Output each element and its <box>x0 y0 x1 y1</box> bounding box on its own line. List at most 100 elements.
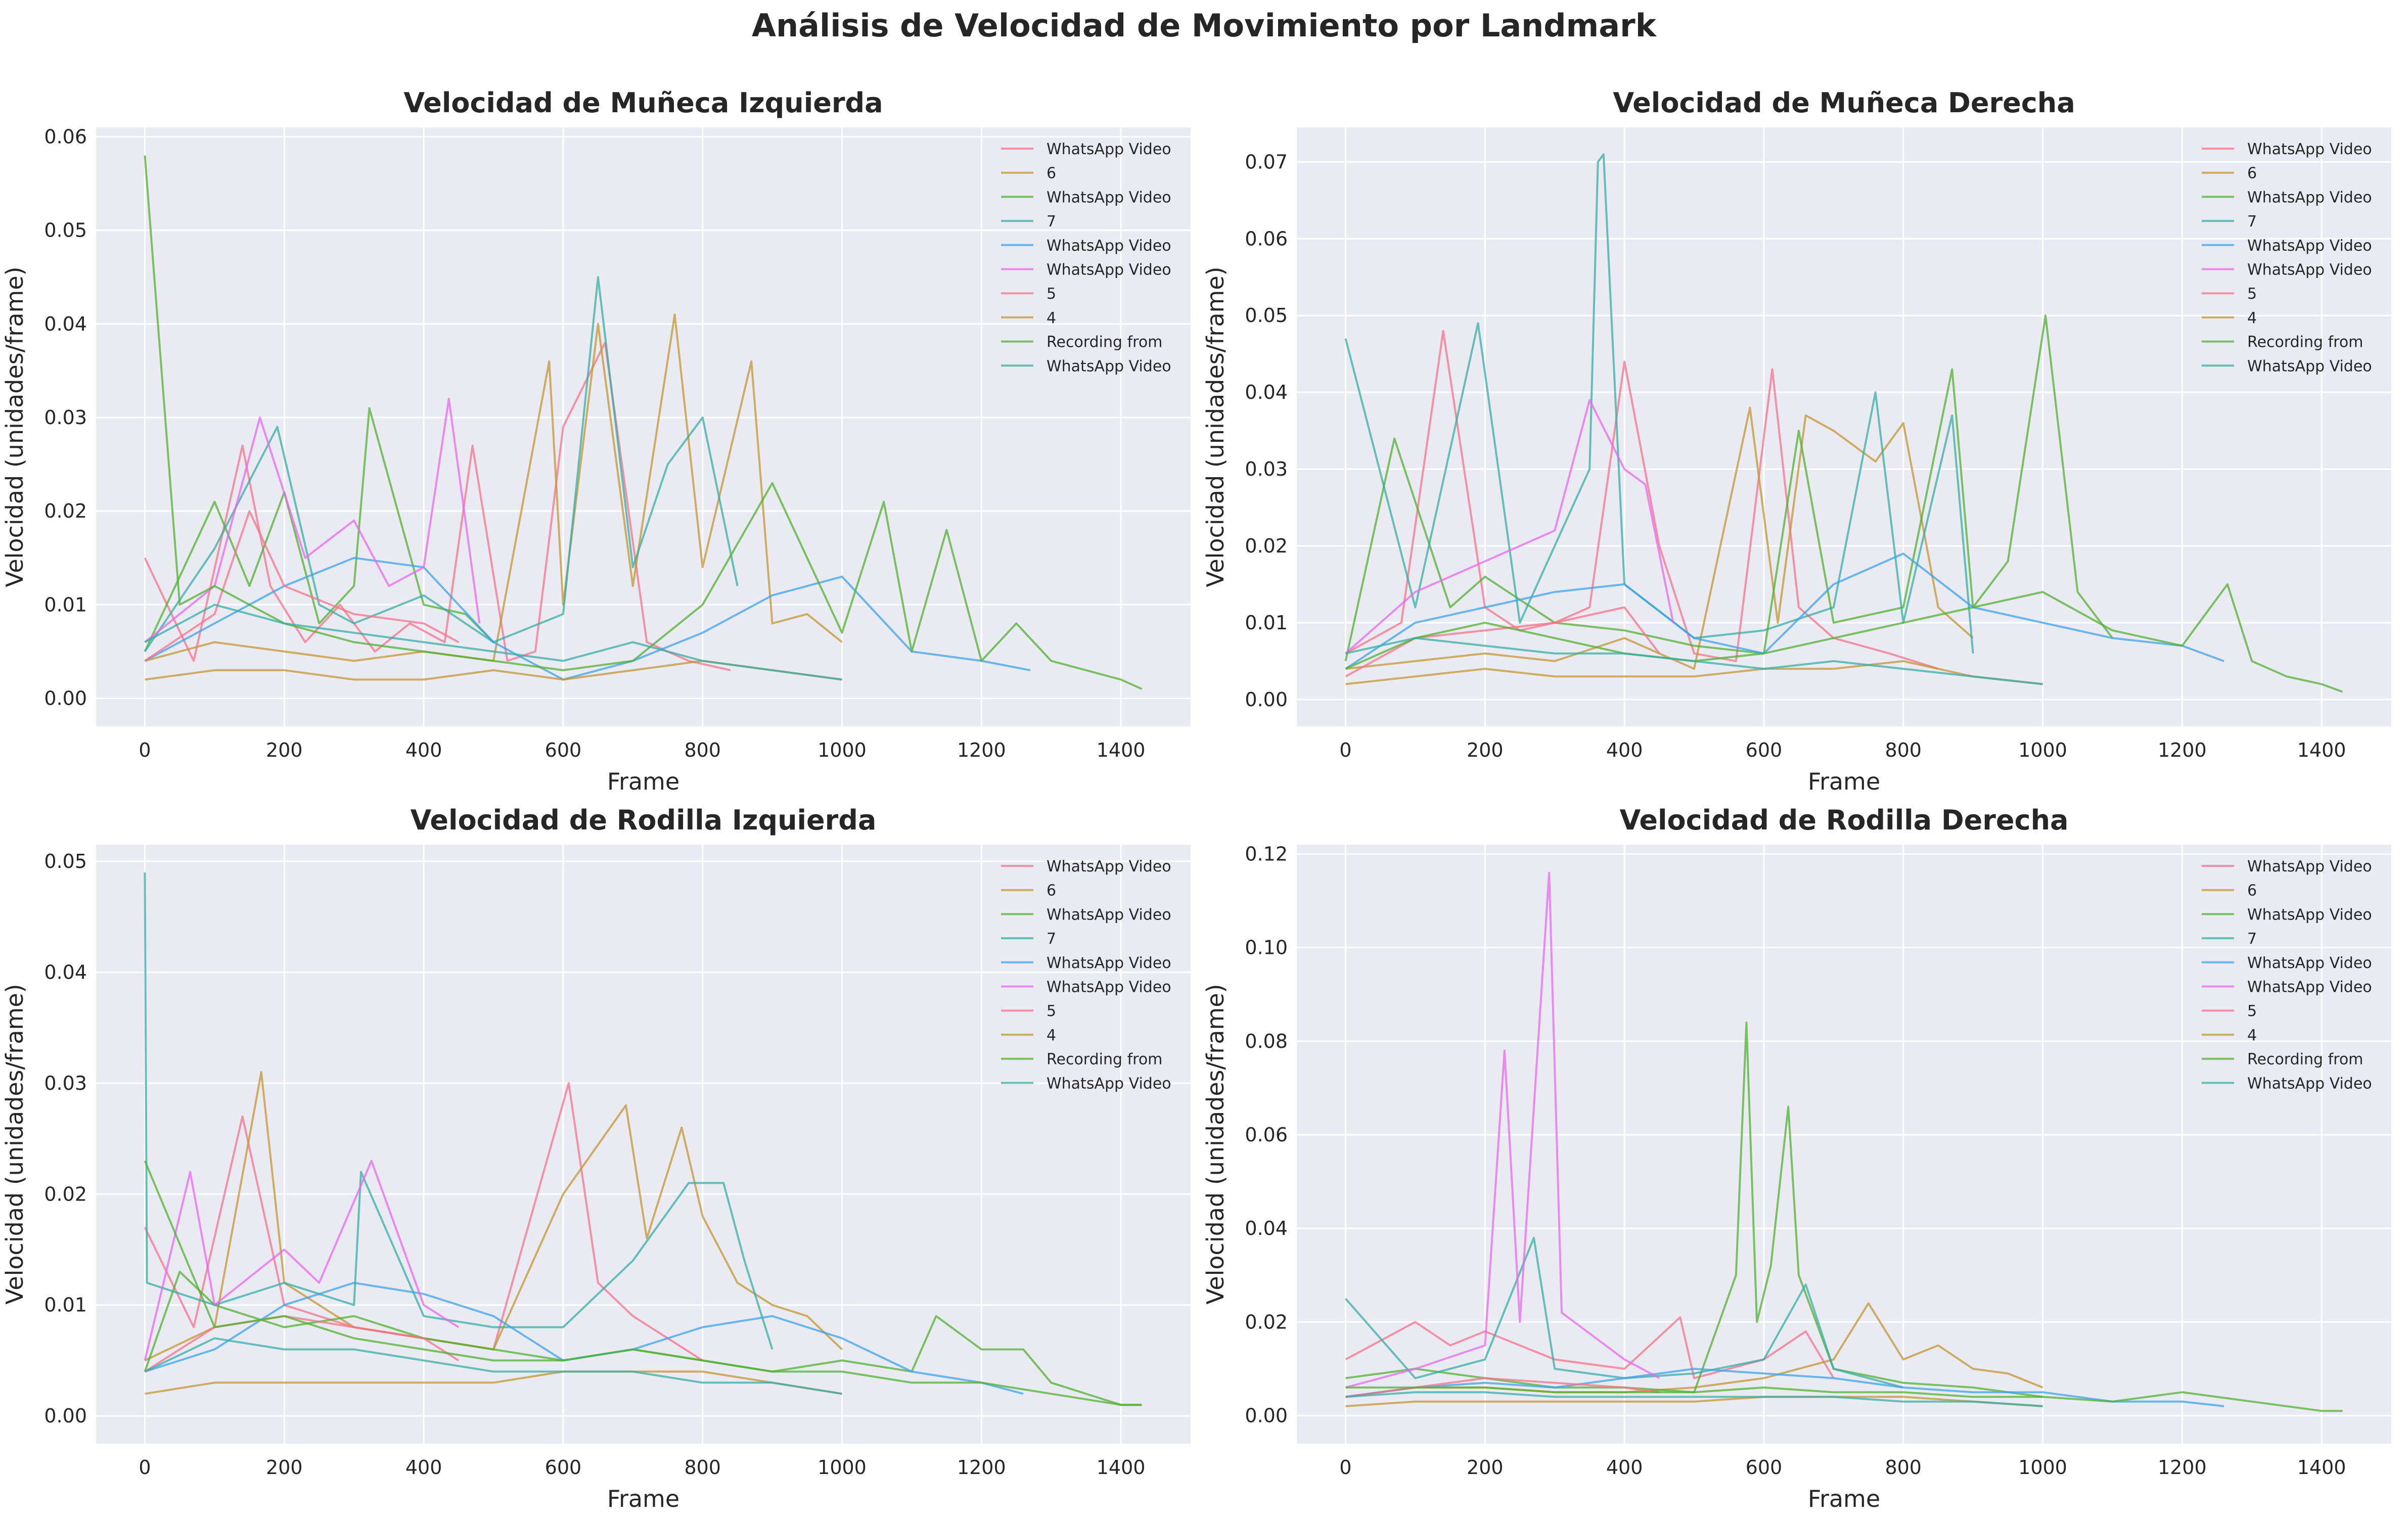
x-tick-label: 1000 <box>817 1456 867 1479</box>
y-tick-label: 0.02 <box>44 1183 87 1205</box>
y-tick-label: 0.10 <box>1245 937 1288 959</box>
x-tick-label: 600 <box>1746 739 1783 761</box>
legend-entry: 7 <box>2247 213 2257 231</box>
series-line-2 <box>144 313 843 662</box>
series-line-4 <box>144 872 774 1350</box>
y-tick-label: 0.03 <box>44 406 87 429</box>
y-axis-label: Velocidad (unidades/frame) <box>1202 984 1229 1304</box>
legend-entry: 5 <box>1047 1002 1056 1020</box>
chart-panel-2: 0 200 400 600 800 1000 1200 1400 0.00 0.01 0.02 0.0… <box>1202 87 2391 795</box>
series-line-5 <box>144 557 1031 681</box>
series-line-9 <box>1345 583 2343 693</box>
series-line-8 <box>1345 1396 2043 1407</box>
x-tick-label: 200 <box>266 1456 303 1479</box>
series-line-1 <box>1345 1316 1835 1379</box>
y-tick-label: 0.03 <box>1245 458 1288 480</box>
x-tick-label: 0 <box>139 1456 151 1479</box>
x-tick-label: 1200 <box>957 739 1006 761</box>
series-line-6 <box>1345 399 1674 655</box>
legend-entry: WhatsApp Video <box>1047 237 1171 255</box>
legend-entry: WhatsApp Video <box>2247 906 2372 924</box>
x-tick-label: 1000 <box>817 739 867 761</box>
series-line-4 <box>1344 153 1974 654</box>
series-line-9 <box>1345 1386 2343 1412</box>
x-tick-label: 1400 <box>1097 1456 1146 1479</box>
y-tick-label: 0.04 <box>44 961 87 983</box>
chart-panel-1: 0 200 400 600 800 1000 1200 1400 0.00 0.01 0.02 0.0… <box>1 87 1191 795</box>
legend-entry: WhatsApp Video <box>2247 261 2372 279</box>
chart-title: Velocidad de Rodilla Derecha <box>1620 804 2069 836</box>
x-axis-label: Frame <box>1808 768 1880 795</box>
legend-entry: 5 <box>1047 285 1056 303</box>
chart-title: Velocidad de Muñeca Derecha <box>1613 87 2075 119</box>
x-tick-label: 0 <box>1339 739 1351 761</box>
figure-title: Análisis de Velocidad de Movimiento por … <box>752 7 1656 44</box>
legend-entry: WhatsApp Video <box>2247 189 2372 206</box>
series-line-7 <box>1345 1377 1660 1398</box>
series-group <box>144 872 1142 1406</box>
series-group <box>1344 871 2343 1412</box>
legend-entry: WhatsApp Video <box>1047 189 1171 206</box>
series-group <box>144 155 1143 690</box>
legend-entry: WhatsApp Video <box>2247 141 2372 158</box>
x-tick-label: 200 <box>266 739 303 761</box>
series-line-10 <box>1345 1391 2043 1407</box>
y-tick-label: 0.00 <box>1245 1404 1288 1426</box>
y-tick-label: 0.07 <box>1245 151 1288 173</box>
chart-title: Velocidad de Muñeca Izquierda <box>403 87 883 119</box>
x-axis-label: Frame <box>1808 1485 1880 1512</box>
legend-entry: WhatsApp Video <box>2247 858 2372 876</box>
series-line-7 <box>1345 606 1660 678</box>
y-tick-label: 0.02 <box>44 500 87 522</box>
x-axis-label: Frame <box>607 1485 679 1512</box>
x-tick-label: 1400 <box>2297 739 2346 761</box>
legend: WhatsApp Video 6 WhatsApp Video 7 WhatsApp V… <box>2202 141 2372 375</box>
series-line-9 <box>144 155 1143 690</box>
legend-entry: WhatsApp Video <box>1047 1075 1171 1092</box>
y-tick-label: 0.06 <box>44 126 87 148</box>
legend-entry: 6 <box>2247 165 2257 182</box>
x-tick-label: 0 <box>1339 1456 1351 1479</box>
series-line-3 <box>1344 314 2113 662</box>
y-tick-label: 0.05 <box>1245 304 1288 327</box>
plot-background <box>1297 127 2391 726</box>
y-tick-label: 0.04 <box>1245 381 1288 403</box>
series-line-5 <box>1345 552 2224 670</box>
x-tick-label: 0 <box>139 739 151 761</box>
y-axis-label: Velocidad (unidades/frame) <box>1 266 28 587</box>
y-tick-label: 0.02 <box>1245 1311 1288 1333</box>
legend: WhatsApp Video 6 WhatsApp Video 7 WhatsApp V… <box>1001 141 1171 375</box>
x-tick-label: 800 <box>1885 1456 1922 1479</box>
y-tick-label: 0.01 <box>1245 612 1288 634</box>
y-tick-label: 0.02 <box>1245 535 1288 557</box>
y-tick-label: 0.08 <box>1245 1030 1288 1052</box>
y-tick-label: 0.03 <box>44 1072 87 1094</box>
legend-entry: WhatsApp Video <box>1047 261 1171 279</box>
y-axis-label: Velocidad (unidades/frame) <box>1202 266 1229 587</box>
series-line-1 <box>144 341 731 671</box>
series-line-6 <box>1345 871 1660 1389</box>
y-tick-label: 0.12 <box>1245 843 1288 865</box>
x-tick-label: 600 <box>545 739 582 761</box>
legend-entry: Recording from <box>2247 334 2363 351</box>
x-tick-label: 600 <box>545 1456 582 1479</box>
legend-entry: 7 <box>1047 213 1056 231</box>
legend-entry: WhatsApp Video <box>2247 237 2372 255</box>
series-line-7 <box>144 1315 460 1373</box>
x-tick-label: 1400 <box>2297 1456 2346 1479</box>
y-axis-label: Velocidad (unidades/frame) <box>1 984 28 1304</box>
series-line-2 <box>1345 406 1974 670</box>
x-tick-label: 1200 <box>2158 739 2207 761</box>
x-axis-label: Frame <box>607 768 679 795</box>
legend-entry: 4 <box>2247 309 2257 327</box>
series-line-10 <box>144 604 842 681</box>
x-tick-label: 1400 <box>1097 739 1146 761</box>
series-line-10 <box>144 1337 842 1395</box>
legend-entry: Recording from <box>1047 1051 1162 1069</box>
x-tick-label: 400 <box>1606 1456 1643 1479</box>
chart-panel-4: 0 200 400 600 800 1000 1200 1400 0.00 0.02 0.04 0.0… <box>1202 804 2391 1512</box>
series-line-3 <box>1345 1021 2043 1398</box>
plot-background <box>96 127 1191 726</box>
